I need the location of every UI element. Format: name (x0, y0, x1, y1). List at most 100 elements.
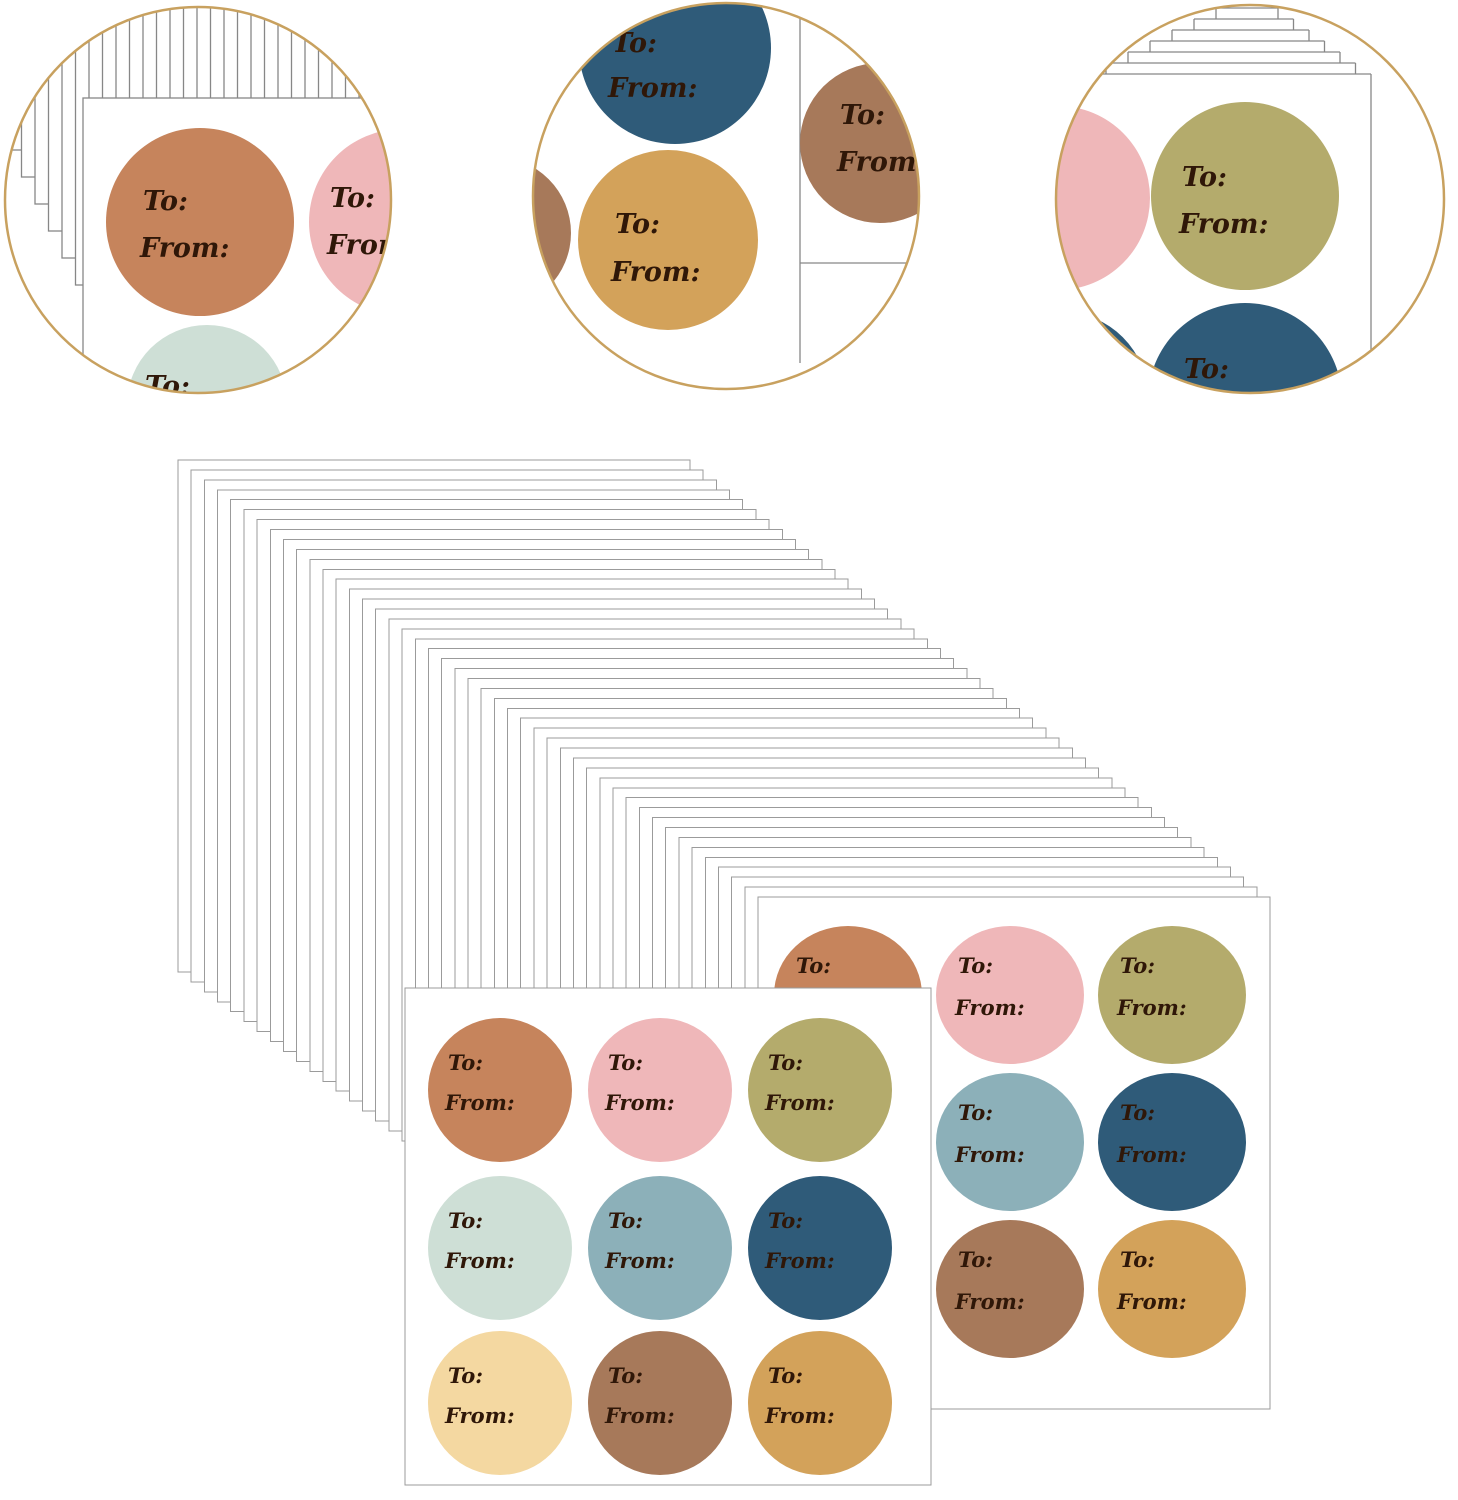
sticker-mint: To: From: (428, 1176, 572, 1320)
sticker-to-label: To: (768, 1363, 803, 1388)
sticker-to-label: To: (796, 953, 831, 978)
sticker-to-label: To: (1120, 953, 1155, 978)
sticker-circle (1098, 1220, 1246, 1358)
sticker-terracotta: To: From: (428, 1018, 572, 1162)
sticker-from-label: From: (954, 1142, 1025, 1167)
sticker-from-label: From: (954, 995, 1025, 1020)
sticker-to-label: To: (1120, 1100, 1155, 1125)
sticker-from-label: From: (764, 1090, 835, 1115)
sticker-olive: To: From: (1151, 102, 1339, 290)
sticker-navy: To: From: (748, 1176, 892, 1320)
sticker-navy (1056, 312, 1148, 393)
detail-ring (531, 1, 921, 391)
sticker-from-label: From: (764, 1403, 835, 1428)
sticker-from-label: From: (607, 73, 697, 104)
sticker-from-label: From: (1178, 209, 1268, 240)
sticker-pink: To: From: (588, 1018, 732, 1162)
sticker-from-label: From: (1116, 1142, 1187, 1167)
detail-view-middle: To: From: To: From: To: From: (533, 3, 926, 389)
sticker-from-label: From: (610, 257, 700, 288)
sticker-to-label: To: (768, 1208, 803, 1233)
sticker-from-label: From: (1116, 1289, 1187, 1314)
sticker-from-label: From: (764, 1248, 835, 1273)
sticker-to-label: To: (612, 28, 657, 59)
sticker-cream: To: From: (428, 1331, 572, 1475)
sticker-circle (936, 1220, 1084, 1358)
sticker-circle (748, 1176, 892, 1320)
sticker-to-label: To: (615, 209, 660, 240)
sticker-brown: To: From: (588, 1331, 732, 1475)
sticker-circle (1148, 303, 1342, 393)
sticker-from-label: From: (1116, 995, 1187, 1020)
sticker-circle (588, 1331, 732, 1475)
sticker-circle (936, 926, 1084, 1064)
sticker-to-label: To: (1182, 162, 1227, 193)
sticker-to-label: To: (608, 1050, 643, 1075)
sticker-camel: To: From: (748, 1331, 892, 1475)
sticker-circle (533, 157, 571, 309)
sticker-circle (800, 63, 919, 223)
sticker-teal: To: From: (588, 1176, 732, 1320)
sticker-from-label: From: (604, 1403, 675, 1428)
sticker-circle (588, 1018, 732, 1162)
sticker-circle (428, 1176, 572, 1320)
sticker-from-label: From: (444, 1248, 515, 1273)
sticker-olive: To: From: (1098, 926, 1246, 1064)
sticker-to-label: To: (608, 1363, 643, 1388)
sticker-to-label: To: (330, 183, 375, 214)
sticker-navy: To: From: (579, 3, 771, 144)
sticker-camel: To: From: (578, 150, 758, 330)
sticker-to-label: To: (840, 100, 885, 131)
sticker-circle (1098, 1073, 1246, 1211)
sticker-circle (428, 1018, 572, 1162)
sticker-circle (936, 1073, 1084, 1211)
sticker-to-label: To: (1120, 1247, 1155, 1272)
sticker-circle (588, 1176, 732, 1320)
sticker-pink: To: From: (309, 129, 416, 315)
sticker-circle (578, 150, 758, 330)
sticker-navy: To: From: (1098, 1073, 1246, 1211)
sticker-to-label: To: (143, 186, 188, 217)
sticker-to-label: To: (1184, 354, 1229, 385)
sticker-circle (1056, 106, 1150, 290)
sticker-circle (748, 1331, 892, 1475)
sticker-to-label: To: (958, 953, 993, 978)
sticker-to-label: To: (958, 1247, 993, 1272)
sticker-circle (309, 129, 391, 315)
sticker-from-label: From: (836, 147, 926, 178)
sticker-circle (106, 128, 294, 316)
sticker-circle (579, 3, 771, 144)
sticker-circle (1151, 102, 1339, 290)
sticker-from-label: From: (604, 1248, 675, 1273)
sticker-to-label: To: (608, 1208, 643, 1233)
sticker-to-label: To: (448, 1363, 483, 1388)
sticker-from-label: From: (139, 233, 229, 264)
sticker-circle (1098, 926, 1246, 1064)
sticker-to-label: To: (958, 1100, 993, 1125)
sticker-camel: To: From: (1098, 1220, 1246, 1358)
sticker-pink: To: From: (936, 926, 1084, 1064)
sticker-circle (748, 1018, 892, 1162)
front-sticker-sheet: To: From: To: From: To: From: To: From: To: From:… (404, 987, 932, 1486)
sticker-to-label: To: (448, 1208, 483, 1233)
sticker-to-label: To: (448, 1050, 483, 1075)
sticker-brown (533, 157, 571, 309)
sticker-from-label: From: (444, 1090, 515, 1115)
sticker-teal: To: From: (936, 1073, 1084, 1211)
sticker-from-label: From: (604, 1090, 675, 1115)
sticker-brown: To: From: (936, 1220, 1084, 1358)
sticker-navy: To: (1148, 303, 1342, 393)
sticker-circle (428, 1331, 572, 1475)
sticker-pink (1056, 106, 1150, 290)
detail-ring (3, 5, 393, 395)
detail-ring (1054, 3, 1446, 395)
sticker-circle (127, 325, 287, 393)
sticker-to-label: To: (768, 1050, 803, 1075)
sticker-olive: To: From: (748, 1018, 892, 1162)
sticker-from-label: From: (954, 1289, 1025, 1314)
sticker-brown: To: From: (800, 63, 926, 223)
sticker-circle (1056, 312, 1148, 393)
sticker-from-label: From: (326, 230, 416, 261)
